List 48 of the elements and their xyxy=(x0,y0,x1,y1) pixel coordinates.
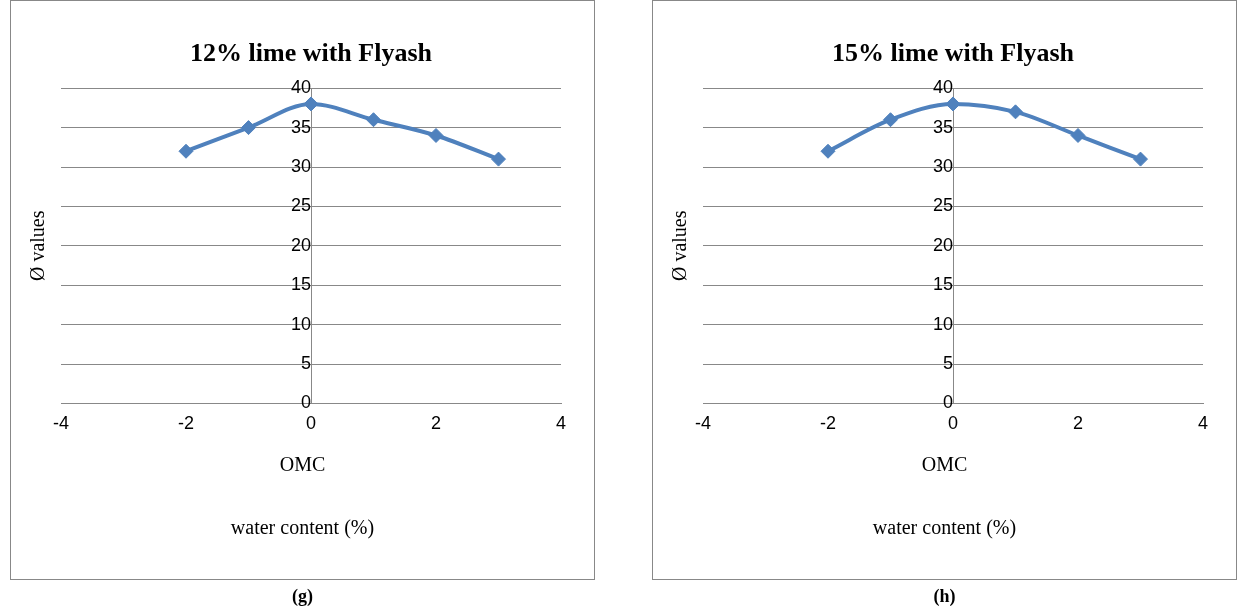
point xyxy=(1133,151,1148,167)
y-tick-label: 5 xyxy=(300,352,311,373)
y-axis-title: Ø values xyxy=(26,210,49,282)
point xyxy=(178,143,194,159)
point xyxy=(491,151,506,167)
text: OMC xyxy=(920,453,969,476)
y-tick-label: 0 xyxy=(300,392,311,413)
y-tick-label: 40 xyxy=(290,77,311,98)
x-axis-title: water content (%) xyxy=(229,516,376,539)
x-tick-label: -4 xyxy=(52,413,70,434)
y-tick-label: 25 xyxy=(932,195,953,216)
y-tick-label: 10 xyxy=(932,313,953,334)
point xyxy=(241,120,256,136)
x-axis-title: water content (%) xyxy=(871,516,1018,539)
y-tick-label: 10 xyxy=(290,313,311,334)
x-tick-label: 4 xyxy=(555,413,567,434)
x-tick-label: -2 xyxy=(177,413,195,434)
y-tick-label: 40 xyxy=(932,77,953,98)
y-tick-label: 30 xyxy=(290,155,311,176)
x-tick-label: 4 xyxy=(1197,413,1209,434)
y-tick-label: 25 xyxy=(290,195,311,216)
chart-title: 12% lime with Flyash xyxy=(190,38,433,68)
x-tick-label: -4 xyxy=(694,413,712,434)
y-tick-label: 0 xyxy=(942,392,953,413)
text: OMC xyxy=(278,453,327,476)
y-axis-title: Ø values xyxy=(668,210,691,282)
y-tick-label: 20 xyxy=(290,234,311,255)
text: (h) xyxy=(932,586,957,607)
point xyxy=(945,96,961,112)
y-tick-label: 35 xyxy=(932,116,953,137)
point xyxy=(1070,127,1086,143)
point xyxy=(820,143,836,159)
text: (g) xyxy=(291,586,314,607)
y-tick-label: 5 xyxy=(942,352,953,373)
point xyxy=(1008,104,1023,120)
point xyxy=(883,112,898,128)
point xyxy=(303,96,319,112)
point xyxy=(366,112,381,128)
x-tick-label: 2 xyxy=(430,413,442,434)
y-tick-label: 20 xyxy=(932,234,953,255)
x-tick-label: 2 xyxy=(1072,413,1084,434)
chart-title: 15% lime with Flyash xyxy=(832,38,1075,68)
y-tick-label: 15 xyxy=(290,274,311,295)
y-tick-label: 15 xyxy=(932,274,953,295)
x-tick-label: -2 xyxy=(819,413,837,434)
y-tick-label: 35 xyxy=(290,116,311,137)
y-tick-label: 30 xyxy=(932,155,953,176)
point xyxy=(428,127,444,143)
